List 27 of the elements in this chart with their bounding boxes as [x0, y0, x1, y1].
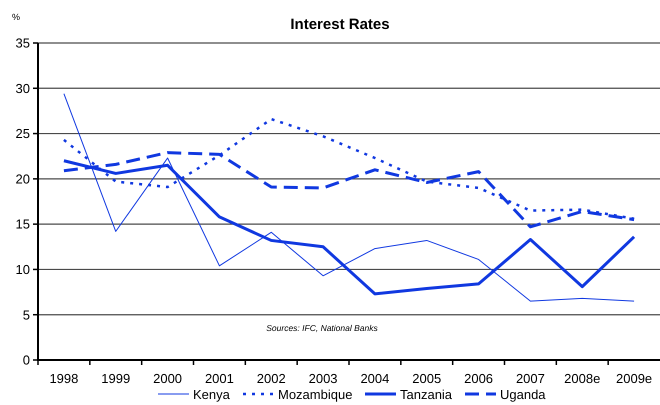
y-axis-title: % [12, 12, 20, 22]
x-tick-label: 2009e [616, 371, 652, 386]
x-tick-label: 2008e [564, 371, 600, 386]
x-tick-label: 2002 [256, 371, 286, 386]
x-tick-label: 1999 [101, 371, 130, 386]
x-tick-label: 2003 [308, 371, 338, 386]
x-tick-label: 1998 [49, 371, 78, 386]
y-tick-label: 30 [16, 80, 30, 96]
y-tick-label: 35 [16, 36, 30, 51]
chart-title: Interest Rates [290, 16, 390, 33]
x-tick-label: 2001 [204, 371, 234, 386]
x-tick-label: 2004 [360, 371, 390, 386]
legend-label: Kenya [193, 387, 231, 402]
x-tick-label: 2006 [464, 371, 494, 386]
legend-label: Uganda [500, 387, 546, 402]
x-tick-label: 2007 [516, 371, 545, 386]
y-tick-label: 10 [16, 262, 30, 277]
y-tick-label: 20 [16, 171, 30, 186]
y-tick-label: 25 [16, 126, 30, 142]
x-tick-label: 2000 [153, 371, 182, 386]
annotation: Sources: IFC, National Banks [266, 323, 378, 333]
y-tick-label: 15 [16, 216, 30, 232]
y-tick-label: 5 [22, 307, 30, 322]
legend-label: Tanzania [400, 387, 453, 402]
x-tick-label: 2005 [412, 371, 442, 386]
y-tick-label: 0 [22, 352, 30, 368]
legend-label: Mozambique [278, 387, 352, 402]
